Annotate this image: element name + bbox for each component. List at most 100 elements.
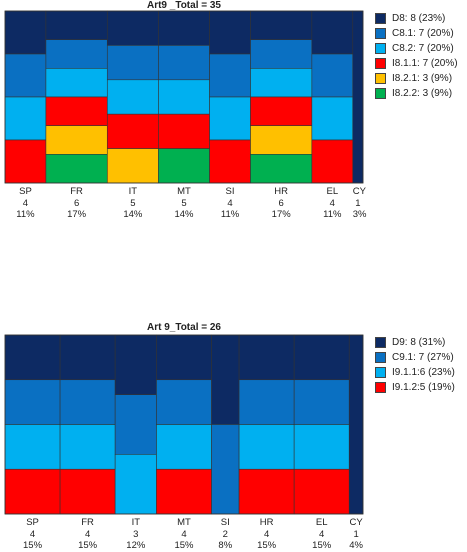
mosaic-cell-el-series-0 xyxy=(293,334,350,381)
percent-label: 15% xyxy=(257,540,277,551)
mosaic-cell-hr-series-5 xyxy=(250,154,313,184)
mosaic-chart-bottom: Art 9_Total = 26 SP 4 15% FR 4 15% IT 3 12% MT 4 15%… xyxy=(0,322,467,552)
percent-label: 11% xyxy=(220,209,240,220)
legend-swatch xyxy=(375,337,386,348)
mosaic-cell-it-series-0 xyxy=(106,10,159,46)
legend-swatch xyxy=(375,73,386,84)
mosaic-cell-el-series-3 xyxy=(293,468,350,515)
column-label-si: SI 2 8% xyxy=(212,517,240,552)
percent-label: 14% xyxy=(174,209,194,220)
percent-label: 15% xyxy=(78,540,98,551)
mosaic-cell-el-series-2 xyxy=(293,424,350,470)
mosaic-cell-sp-series-1 xyxy=(4,53,47,98)
column-label-si: SI 4 11% xyxy=(210,186,251,221)
count-label: 4 xyxy=(319,528,325,540)
mosaic-cell-fr-series-1 xyxy=(59,379,116,425)
percent-label: 17% xyxy=(67,209,87,220)
percent-label: 11% xyxy=(16,209,35,220)
mosaic-cell-it-series-1 xyxy=(106,45,159,81)
legend-swatch xyxy=(375,88,386,99)
mosaic-cell-hr-series-2 xyxy=(238,424,295,470)
category-label: EL xyxy=(315,517,328,528)
legend-item: I9.1.1:6 (23%) xyxy=(375,365,455,380)
mosaic-cell-mt-series-2 xyxy=(156,424,212,470)
legend-swatch xyxy=(375,352,386,363)
category-label: MT xyxy=(177,186,191,197)
mosaic-cell-si-series-3 xyxy=(209,139,251,184)
mosaic-cell-hr-series-0 xyxy=(238,334,295,381)
mosaic-plot xyxy=(4,10,364,184)
mosaic-cell-sp-series-3 xyxy=(4,468,61,515)
legend: D9: 8 (31%) C9.1: 7 (27%) I9.1.1:6 (23%) I9… xyxy=(375,335,455,395)
count-label: 4 xyxy=(227,197,233,209)
count-label: 1 xyxy=(353,528,359,540)
legend-item: I8.1.1: 7 (20%) xyxy=(375,56,458,71)
legend-label: I8.2.2: 3 (9%) xyxy=(392,88,453,99)
legend-item: I8.2.2: 3 (9%) xyxy=(375,86,458,101)
category-label: FR xyxy=(81,517,94,528)
column-label-sp: SP 4 11% xyxy=(5,186,46,221)
mosaic-cell-mt-series-3 xyxy=(156,468,212,515)
category-label: EL xyxy=(326,186,339,197)
mosaic-cell-el-series-1 xyxy=(311,53,354,98)
category-label: FR xyxy=(70,186,83,197)
column-label-mt: MT 4 15% xyxy=(156,517,211,552)
legend-label: I9.1.1:6 (23%) xyxy=(392,367,455,378)
chart-title: Art9 _Total = 35 xyxy=(146,0,221,11)
category-label: SP xyxy=(19,186,32,197)
count-label: 4 xyxy=(29,528,36,540)
legend-label: D9: 8 (31%) xyxy=(392,337,446,348)
legend-label: C9.1: 7 (27%) xyxy=(392,352,454,363)
mosaic-cell-mt-series-0 xyxy=(156,334,212,381)
category-label: SI xyxy=(225,186,235,197)
mosaic-cell-cy-series-0 xyxy=(352,10,364,184)
column-label-sp: SP 4 15% xyxy=(5,517,60,552)
legend-item: D8: 8 (23%) xyxy=(375,11,458,26)
category-label: HR xyxy=(274,186,289,197)
mosaic-cell-fr-series-0 xyxy=(45,10,108,40)
mosaic-cell-mt-series-3 xyxy=(158,113,210,149)
mosaic-cell-el-series-2 xyxy=(311,96,354,141)
mosaic-cell-hr-series-1 xyxy=(238,379,295,425)
mosaic-cell-si-series-0 xyxy=(211,334,240,425)
mosaic-cell-it-series-2 xyxy=(114,454,157,515)
mosaic-cell-el-series-3 xyxy=(311,139,354,184)
legend-swatch xyxy=(375,58,386,69)
column-label-it: IT 3 12% xyxy=(115,517,156,552)
percent-label: 17% xyxy=(271,209,291,220)
count-label: 4 xyxy=(181,528,187,540)
column-label-hr: HR 4 15% xyxy=(239,517,294,552)
column-label-fr: FR 4 15% xyxy=(60,517,115,552)
mosaic-cell-fr-series-2 xyxy=(59,424,116,470)
legend-item: C8.1: 7 (20%) xyxy=(375,26,458,41)
percent-label: 15% xyxy=(312,540,332,551)
mosaic-cell-sp-series-0 xyxy=(4,334,61,381)
mosaic-cell-fr-series-3 xyxy=(45,96,108,126)
percent-label: 15% xyxy=(174,540,194,551)
legend-item: D9: 8 (31%) xyxy=(375,335,455,350)
count-label: 6 xyxy=(278,197,284,209)
count-label: 5 xyxy=(181,197,187,209)
mosaic-cell-si-series-2 xyxy=(209,96,251,141)
mosaic-cell-fr-series-0 xyxy=(59,334,116,381)
mosaic-cell-mt-series-1 xyxy=(156,379,212,425)
mosaic-cell-fr-series-3 xyxy=(59,468,116,515)
percent-label: 15% xyxy=(23,540,43,551)
mosaic-cell-si-series-1 xyxy=(209,53,251,98)
column-label-el: EL 4 11% xyxy=(312,186,353,221)
plot-frame xyxy=(4,10,364,184)
mosaic-cell-fr-series-4 xyxy=(45,125,108,155)
mosaic-cell-hr-series-3 xyxy=(250,96,313,126)
category-label: IT xyxy=(128,186,138,197)
mosaic-cell-cy-series-0 xyxy=(348,334,364,515)
category-label: MT xyxy=(177,517,191,528)
category-label: IT xyxy=(131,517,141,528)
column-label-fr: FR 6 17% xyxy=(46,186,107,221)
mosaic-cell-mt-series-0 xyxy=(158,10,210,46)
mosaic-cell-el-series-1 xyxy=(293,379,350,425)
count-label: 4 xyxy=(22,197,29,209)
mosaic-cell-sp-series-2 xyxy=(4,424,61,470)
legend-swatch xyxy=(375,43,386,54)
legend-item: I8.2.1: 3 (9%) xyxy=(375,71,458,86)
column-label-el: EL 4 15% xyxy=(294,517,349,552)
